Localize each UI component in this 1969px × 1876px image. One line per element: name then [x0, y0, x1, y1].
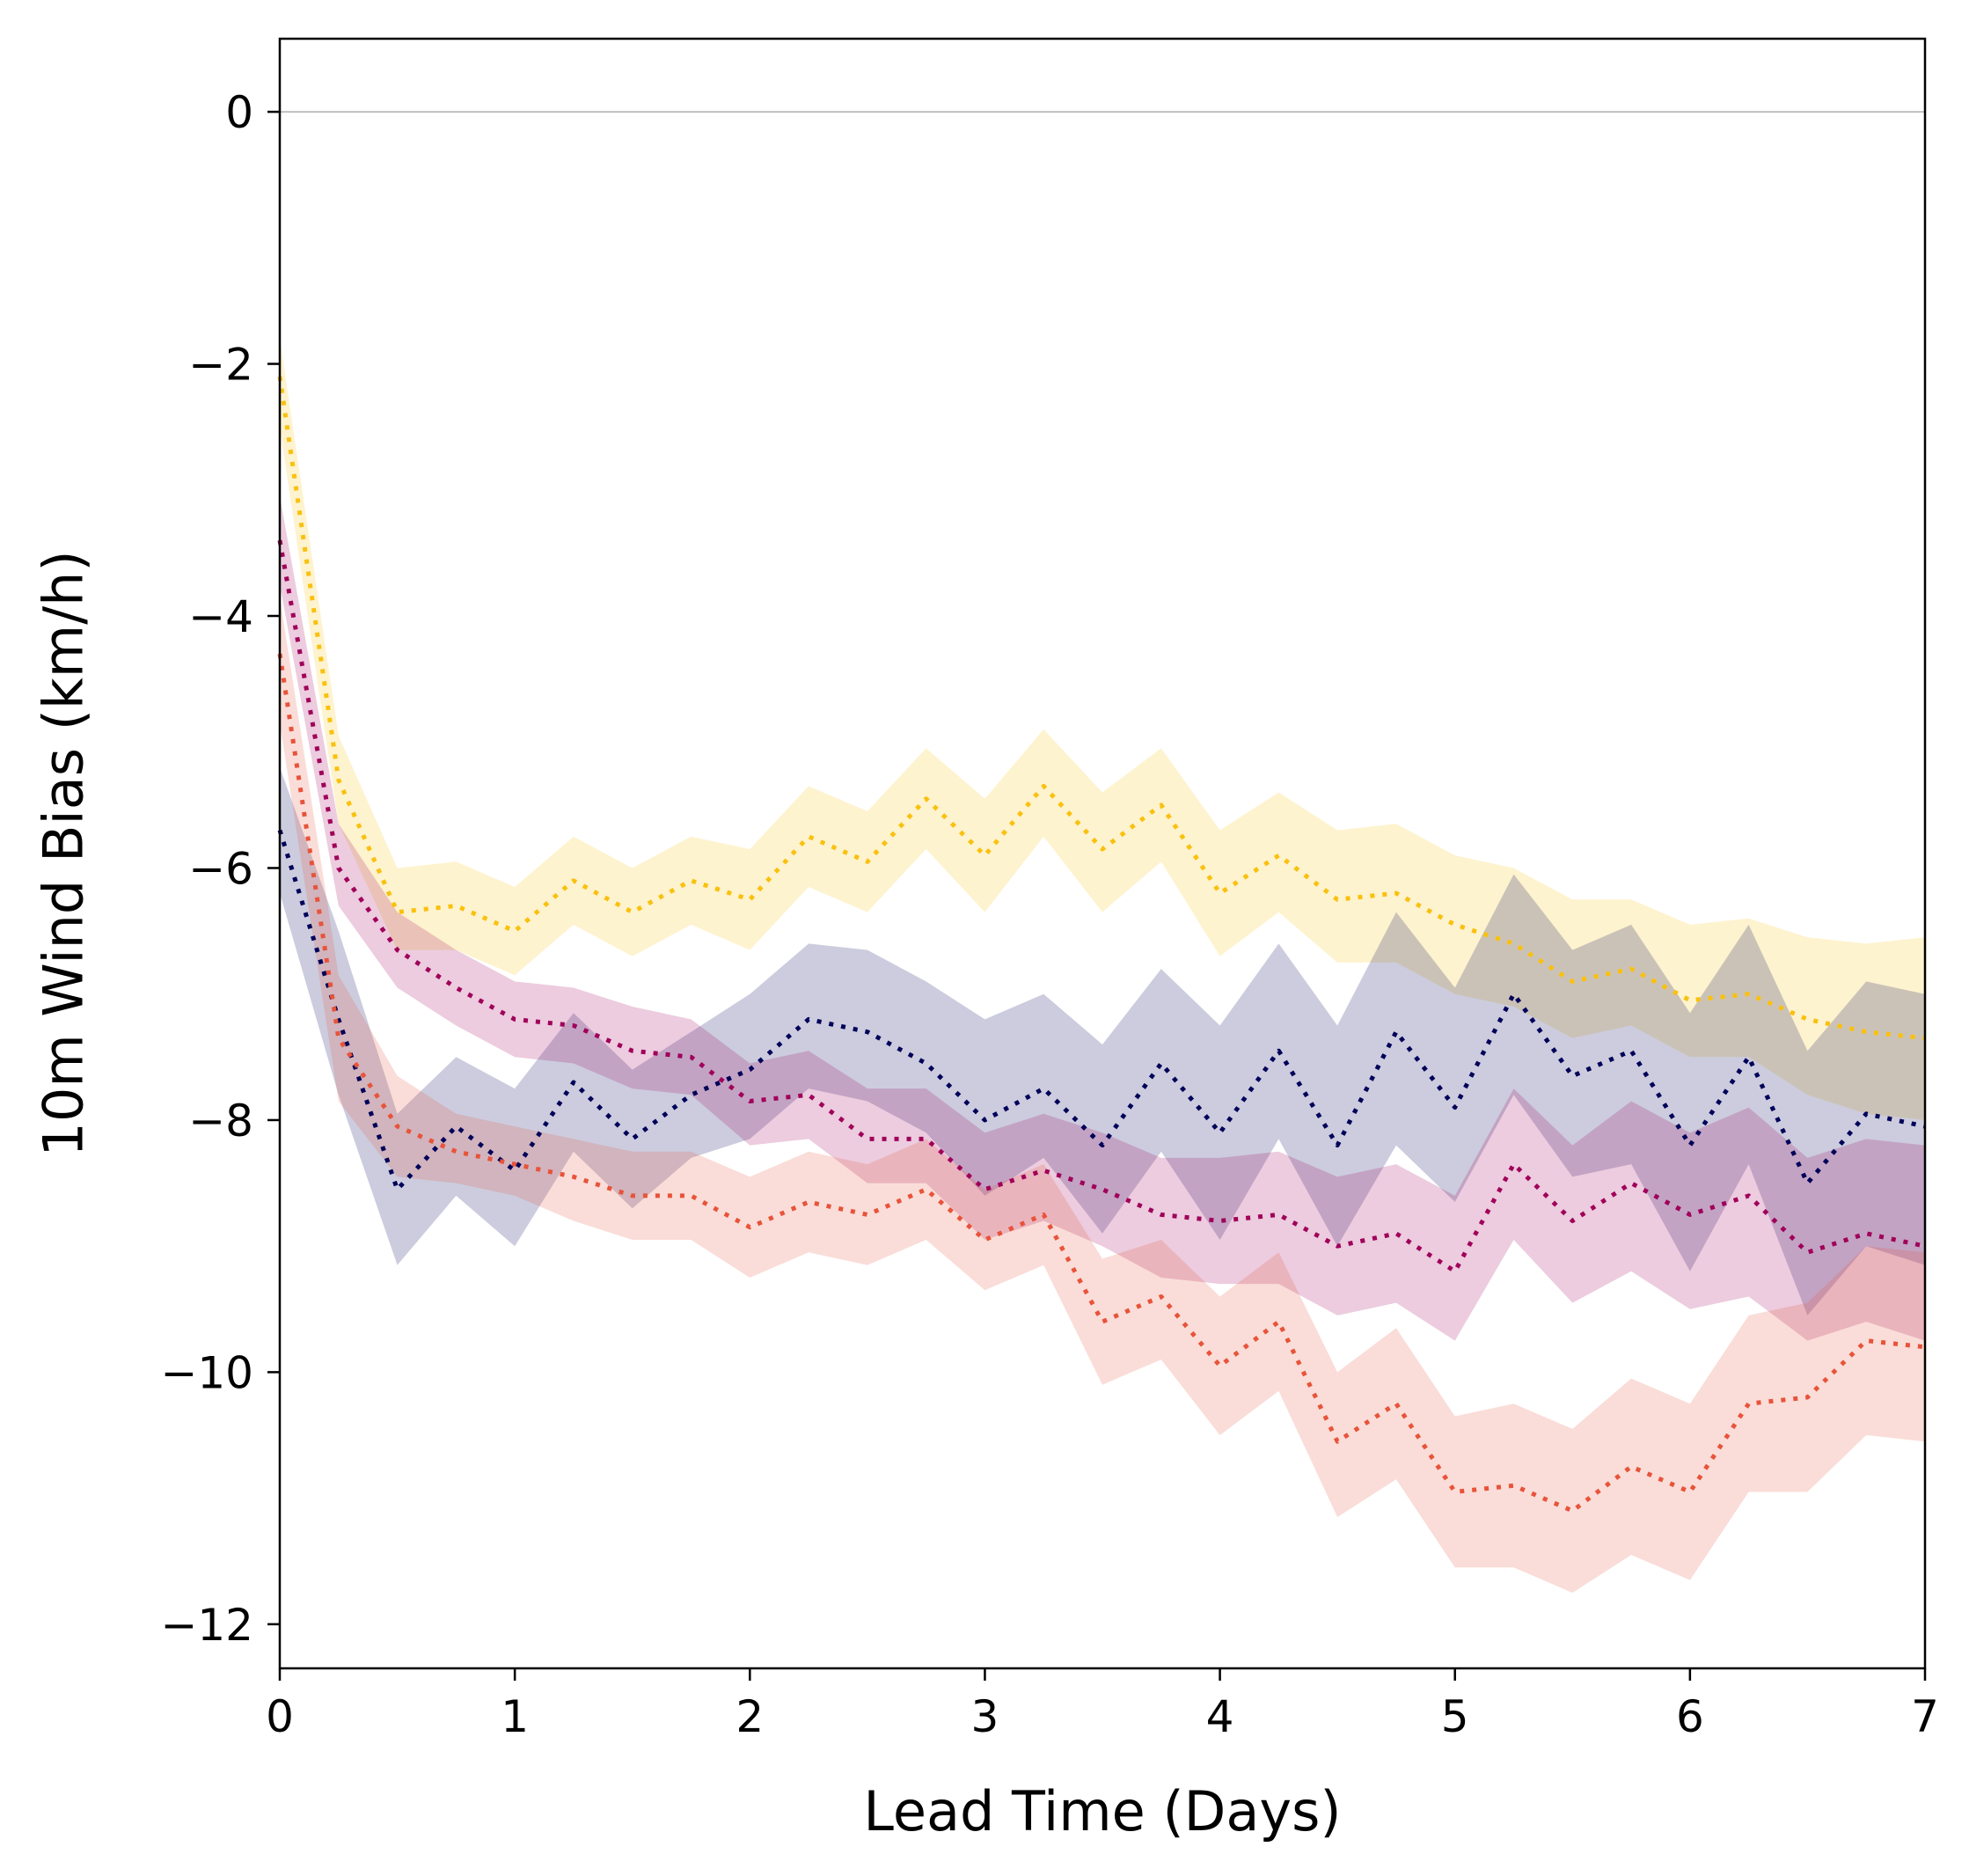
y-axis-label: 10m Wind Bias (km/h): [32, 550, 96, 1156]
series-2-band: [280, 766, 1925, 1315]
series-1-band: [280, 338, 1925, 1120]
x-tick-label: 5: [1441, 1691, 1469, 1742]
y-tick-label: −2: [188, 340, 253, 391]
series-3-band: [280, 495, 1925, 1341]
x-axis: 0 1 2 3 4 5 6 7: [266, 1668, 1939, 1742]
x-axis-label: Lead Time (Days): [863, 1779, 1341, 1843]
series-1-line: [277, 376, 1926, 1041]
series-4-line: [277, 653, 1926, 1513]
plot-frame: [278, 37, 1927, 1670]
y-axis: 0 −2 −4 −6 −8 −10 −12: [160, 87, 280, 1651]
y-tick-label: 0: [225, 87, 253, 138]
confidence-bands: [280, 338, 1925, 1594]
y-tick-label: −4: [188, 591, 253, 642]
x-tick-label: 0: [266, 1691, 294, 1742]
x-tick-label: 6: [1676, 1691, 1704, 1742]
x-tick-label: 3: [971, 1691, 999, 1742]
x-tick-label: 1: [501, 1691, 529, 1742]
series-lines: [277, 376, 1926, 1513]
y-tick-label: −8: [188, 1096, 253, 1147]
series-2-line: [277, 829, 1926, 1192]
y-tick-label: −6: [188, 843, 253, 894]
x-tick-label: 7: [1911, 1691, 1939, 1742]
x-tick-label: 4: [1206, 1691, 1234, 1742]
y-tick-label: −12: [160, 1600, 253, 1651]
y-tick-label: −10: [160, 1347, 253, 1398]
x-tick-label: 2: [736, 1691, 764, 1742]
